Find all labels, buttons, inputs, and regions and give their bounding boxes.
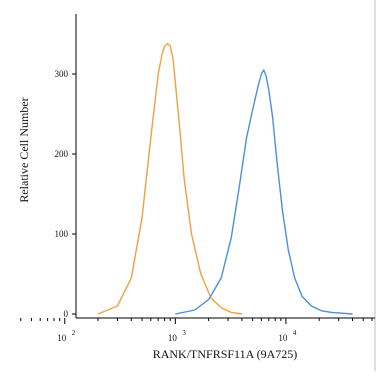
y-tick-label: 200 [55,149,69,159]
x-axis-title: RANK/TNFRSF11A (9A725) [153,347,298,361]
series-line-1 [97,42,243,315]
x-tick-label-exponent: 2 [72,329,76,337]
y-tick-label: 0 [64,309,69,319]
x-tick-label: 10 [168,333,178,343]
series-line-2 [175,69,353,315]
x-tick-label-exponent: 3 [182,329,186,337]
x-tick-label: 10 [278,333,288,343]
y-ticks-group: 0 100 200 300 [55,69,76,319]
y-tick-label: 100 [55,229,69,239]
x-tick-label: 10 [57,333,67,343]
y-tick-label: 300 [55,69,69,79]
series-group [97,42,353,315]
y-axis-title: Relative Cell Number [17,97,31,202]
x-tick-label-exponent: 4 [293,329,297,337]
x-ticks-group: 102103104105 [20,318,373,343]
